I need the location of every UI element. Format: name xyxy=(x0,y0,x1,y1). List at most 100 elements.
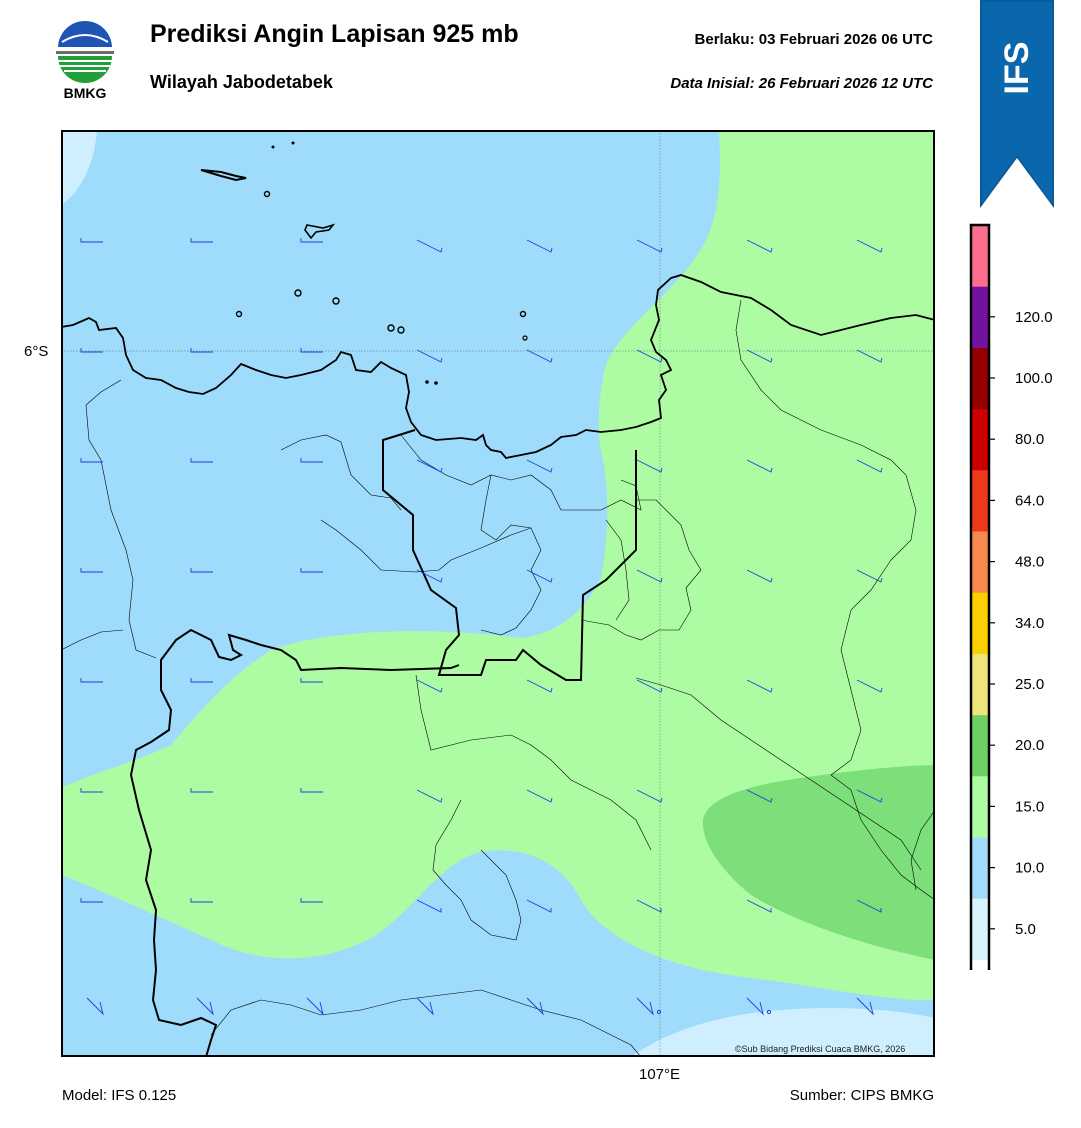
wind-barb xyxy=(746,997,764,1016)
regency-border xyxy=(320,519,532,573)
wind-barb xyxy=(300,788,323,793)
wind-barb xyxy=(416,569,443,583)
wind-barb xyxy=(416,789,443,803)
wind-barb xyxy=(526,899,552,913)
wind-barb xyxy=(80,238,103,243)
colorbar-tick-label: 15.0 xyxy=(1015,798,1044,815)
wind-barb xyxy=(636,679,663,693)
colorbar-tick-label: 10.0 xyxy=(1015,860,1044,877)
regency-border xyxy=(61,629,124,651)
wind-barb xyxy=(300,348,323,353)
band-10-15 xyxy=(61,130,935,1001)
regency-border xyxy=(210,989,642,1057)
wind-barb xyxy=(856,349,883,363)
colorbar-segment xyxy=(971,408,989,471)
wind-barb xyxy=(526,997,544,1016)
island xyxy=(200,169,247,182)
island xyxy=(656,1009,662,1015)
wind-barb xyxy=(80,678,103,683)
model-ribbon: IFS xyxy=(980,0,1054,208)
wind-barb xyxy=(746,569,773,583)
wind-barb xyxy=(416,679,443,693)
island xyxy=(519,310,527,318)
island xyxy=(271,145,275,149)
wind-barb xyxy=(636,459,663,473)
regency-border xyxy=(605,519,630,621)
colorbar-segment xyxy=(971,898,989,960)
regency-border xyxy=(480,474,542,636)
colorbar-tick-label: 48.0 xyxy=(1015,554,1044,571)
regency-border xyxy=(735,299,917,776)
valid-time: Berlaku: 03 Februari 2026 06 UTC xyxy=(694,31,933,48)
bmkg-logo-icon: BMKG xyxy=(52,20,118,102)
regency-border xyxy=(85,379,157,659)
colorbar-tick-label: 80.0 xyxy=(1015,431,1044,448)
regency-border xyxy=(432,799,522,941)
wind-barb xyxy=(746,679,773,693)
wind-barb xyxy=(190,238,213,243)
wind-barb xyxy=(416,239,443,253)
wind-barb xyxy=(636,789,663,803)
wind-barb xyxy=(80,898,103,903)
colorbar-tick-label: 120.0 xyxy=(1015,309,1053,326)
wind-barb xyxy=(80,788,103,793)
colorbar-segment xyxy=(971,286,989,348)
source-label: Sumber: CIPS BMKG xyxy=(789,1087,934,1104)
wind-barb xyxy=(300,238,323,243)
calm-area-top-left xyxy=(61,130,97,205)
wind-barb xyxy=(746,899,772,913)
wind-barb xyxy=(526,349,553,363)
map-subtitle: Wilayah Jabodetabek xyxy=(150,72,333,92)
regency-border xyxy=(635,677,922,871)
copyright-text: ©Sub Bidang Prediksi Cuaca BMKG, 2026 xyxy=(735,1044,906,1054)
regency-border xyxy=(830,774,935,901)
colorbar-tick-label: 20.0 xyxy=(1015,737,1044,754)
model-badge: IFS xyxy=(998,42,1036,95)
island xyxy=(304,223,336,240)
island xyxy=(235,310,243,318)
lat-label-6s: 6°S xyxy=(24,343,49,360)
wind-barb xyxy=(636,239,663,253)
wind-barb xyxy=(86,997,104,1016)
wind-barb xyxy=(746,459,773,473)
wind-barb xyxy=(856,997,874,1016)
lon-label-107e: 107°E xyxy=(639,1066,681,1083)
colorbar-segment xyxy=(971,347,989,410)
colorbar-segment xyxy=(971,653,989,716)
wind-barb xyxy=(636,349,663,363)
wind-barb xyxy=(856,239,883,253)
wind-barb xyxy=(190,458,213,463)
colorbar-tick-label: 64.0 xyxy=(1015,492,1044,509)
wind-barb xyxy=(746,349,773,363)
wind-barb xyxy=(300,898,323,903)
province-border xyxy=(245,639,460,672)
colorbar-segment xyxy=(971,775,989,838)
island xyxy=(522,335,528,341)
wind-barb xyxy=(526,239,553,253)
island xyxy=(332,297,340,305)
wind-barb xyxy=(416,997,434,1016)
colorbar-tick-label: 25.0 xyxy=(1015,676,1044,693)
wind-barb xyxy=(856,679,883,693)
regency-border xyxy=(400,434,642,511)
wind-barb xyxy=(746,239,773,253)
wind-barb xyxy=(80,348,103,353)
wind-barb xyxy=(196,997,214,1016)
island xyxy=(425,380,429,384)
wind-barb xyxy=(636,997,654,1016)
wind-barbs xyxy=(80,238,883,1016)
island xyxy=(263,190,271,198)
wind-barb xyxy=(856,569,883,583)
island xyxy=(291,141,295,145)
colorbar-segment xyxy=(971,469,989,532)
regency-border xyxy=(580,499,702,641)
province-border xyxy=(129,628,247,1057)
wind-barb xyxy=(300,568,323,573)
wind-map xyxy=(61,130,935,1057)
wind-barb xyxy=(856,899,882,913)
wind-barb xyxy=(526,789,553,803)
wind-barb xyxy=(190,678,213,683)
wind-barb xyxy=(300,678,323,683)
wind-barb xyxy=(526,569,553,583)
regency-border xyxy=(415,674,652,851)
